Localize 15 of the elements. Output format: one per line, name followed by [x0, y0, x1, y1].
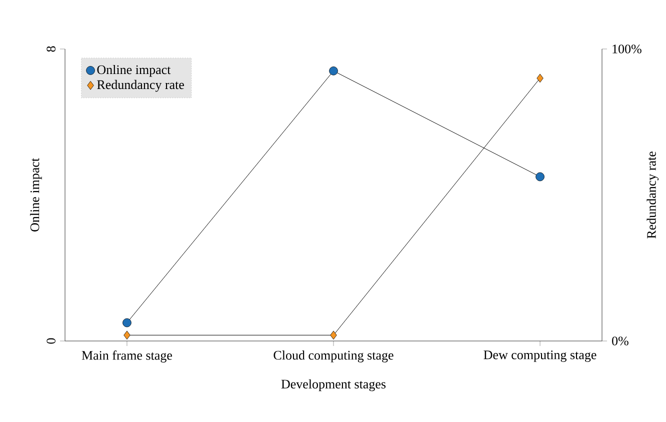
y2-tick-label: 0% — [612, 336, 628, 346]
y-axis-title: Online impact — [30, 158, 42, 232]
legend-label: Redundancy rate — [97, 80, 184, 92]
x-axis-title: Development stages — [281, 379, 386, 392]
y-tick-label: 0 — [46, 338, 56, 344]
y-tick-label: 8 — [46, 46, 56, 52]
legend-label: Online impact — [97, 64, 171, 77]
point — [329, 66, 338, 76]
point — [536, 172, 544, 182]
x-tick-label: Cloud computing stage — [274, 350, 394, 362]
x-tick-label: Dew computing stage — [484, 350, 596, 362]
y2-axis-title: Redundancy rate — [646, 152, 659, 238]
y2-tick-label: 100% — [612, 44, 642, 54]
point — [122, 318, 132, 328]
x-tick-label: Main frame stage — [82, 350, 172, 362]
